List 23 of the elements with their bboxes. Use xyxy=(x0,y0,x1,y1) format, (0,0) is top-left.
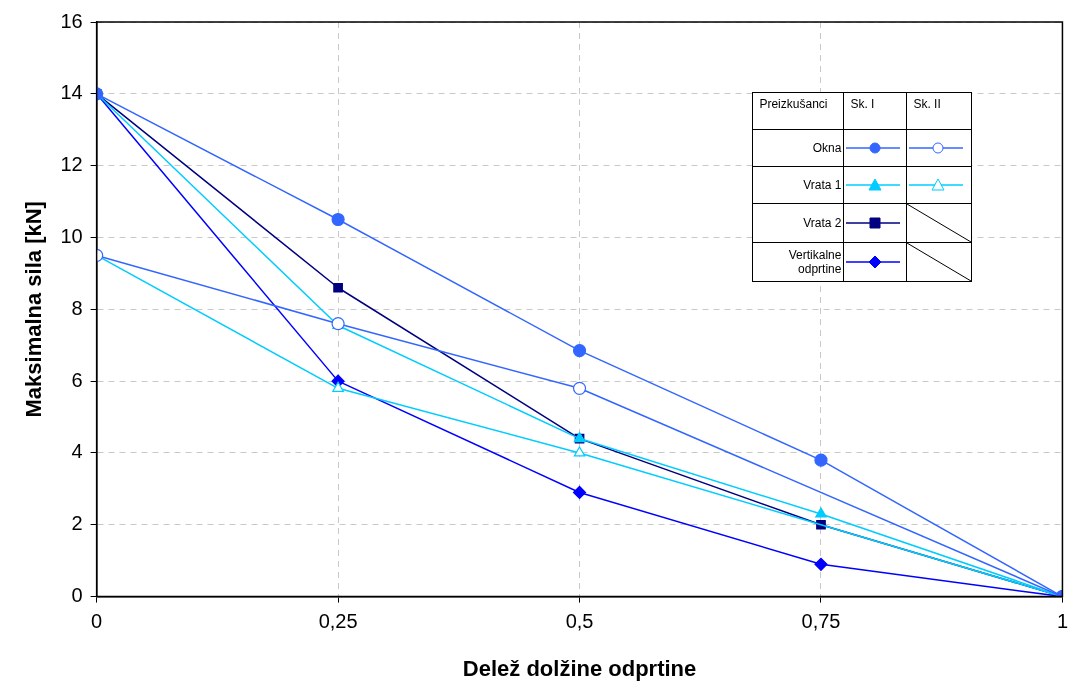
y-tick-label: 4 xyxy=(71,440,83,463)
annotation: Sk. I xyxy=(843,92,907,130)
y-tick-label: 0 xyxy=(71,584,83,607)
y-tick-label: 16 xyxy=(60,9,83,32)
y-axis-title: Maksimalna sila [kN] xyxy=(21,201,47,418)
legend-title: Preizkušanci xyxy=(752,92,844,130)
x-axis-title: Delež dolžine odprtine xyxy=(462,655,697,681)
annotation: Sk. II xyxy=(906,92,972,130)
legend-label: Vrata 1 xyxy=(752,166,844,204)
y-tick-label: 10 xyxy=(60,224,83,247)
legend-label: Vertikalne odprtine xyxy=(752,242,844,282)
y-tick-label: 12 xyxy=(60,153,83,176)
y-tick-label: 2 xyxy=(71,512,83,535)
x-tick-label: 1 xyxy=(1056,610,1068,633)
y-tick-label: 14 xyxy=(60,81,83,104)
x-tick-label: 0,75 xyxy=(801,610,841,633)
x-tick-label: 0,25 xyxy=(318,610,358,633)
legend-label: Okna xyxy=(752,129,844,167)
y-tick-label: 6 xyxy=(71,368,83,391)
legend-label: Vrata 2 xyxy=(752,203,844,243)
x-tick-label: 0 xyxy=(91,610,103,633)
x-tick-label: 0,5 xyxy=(565,610,594,633)
y-tick-label: 8 xyxy=(71,296,83,319)
